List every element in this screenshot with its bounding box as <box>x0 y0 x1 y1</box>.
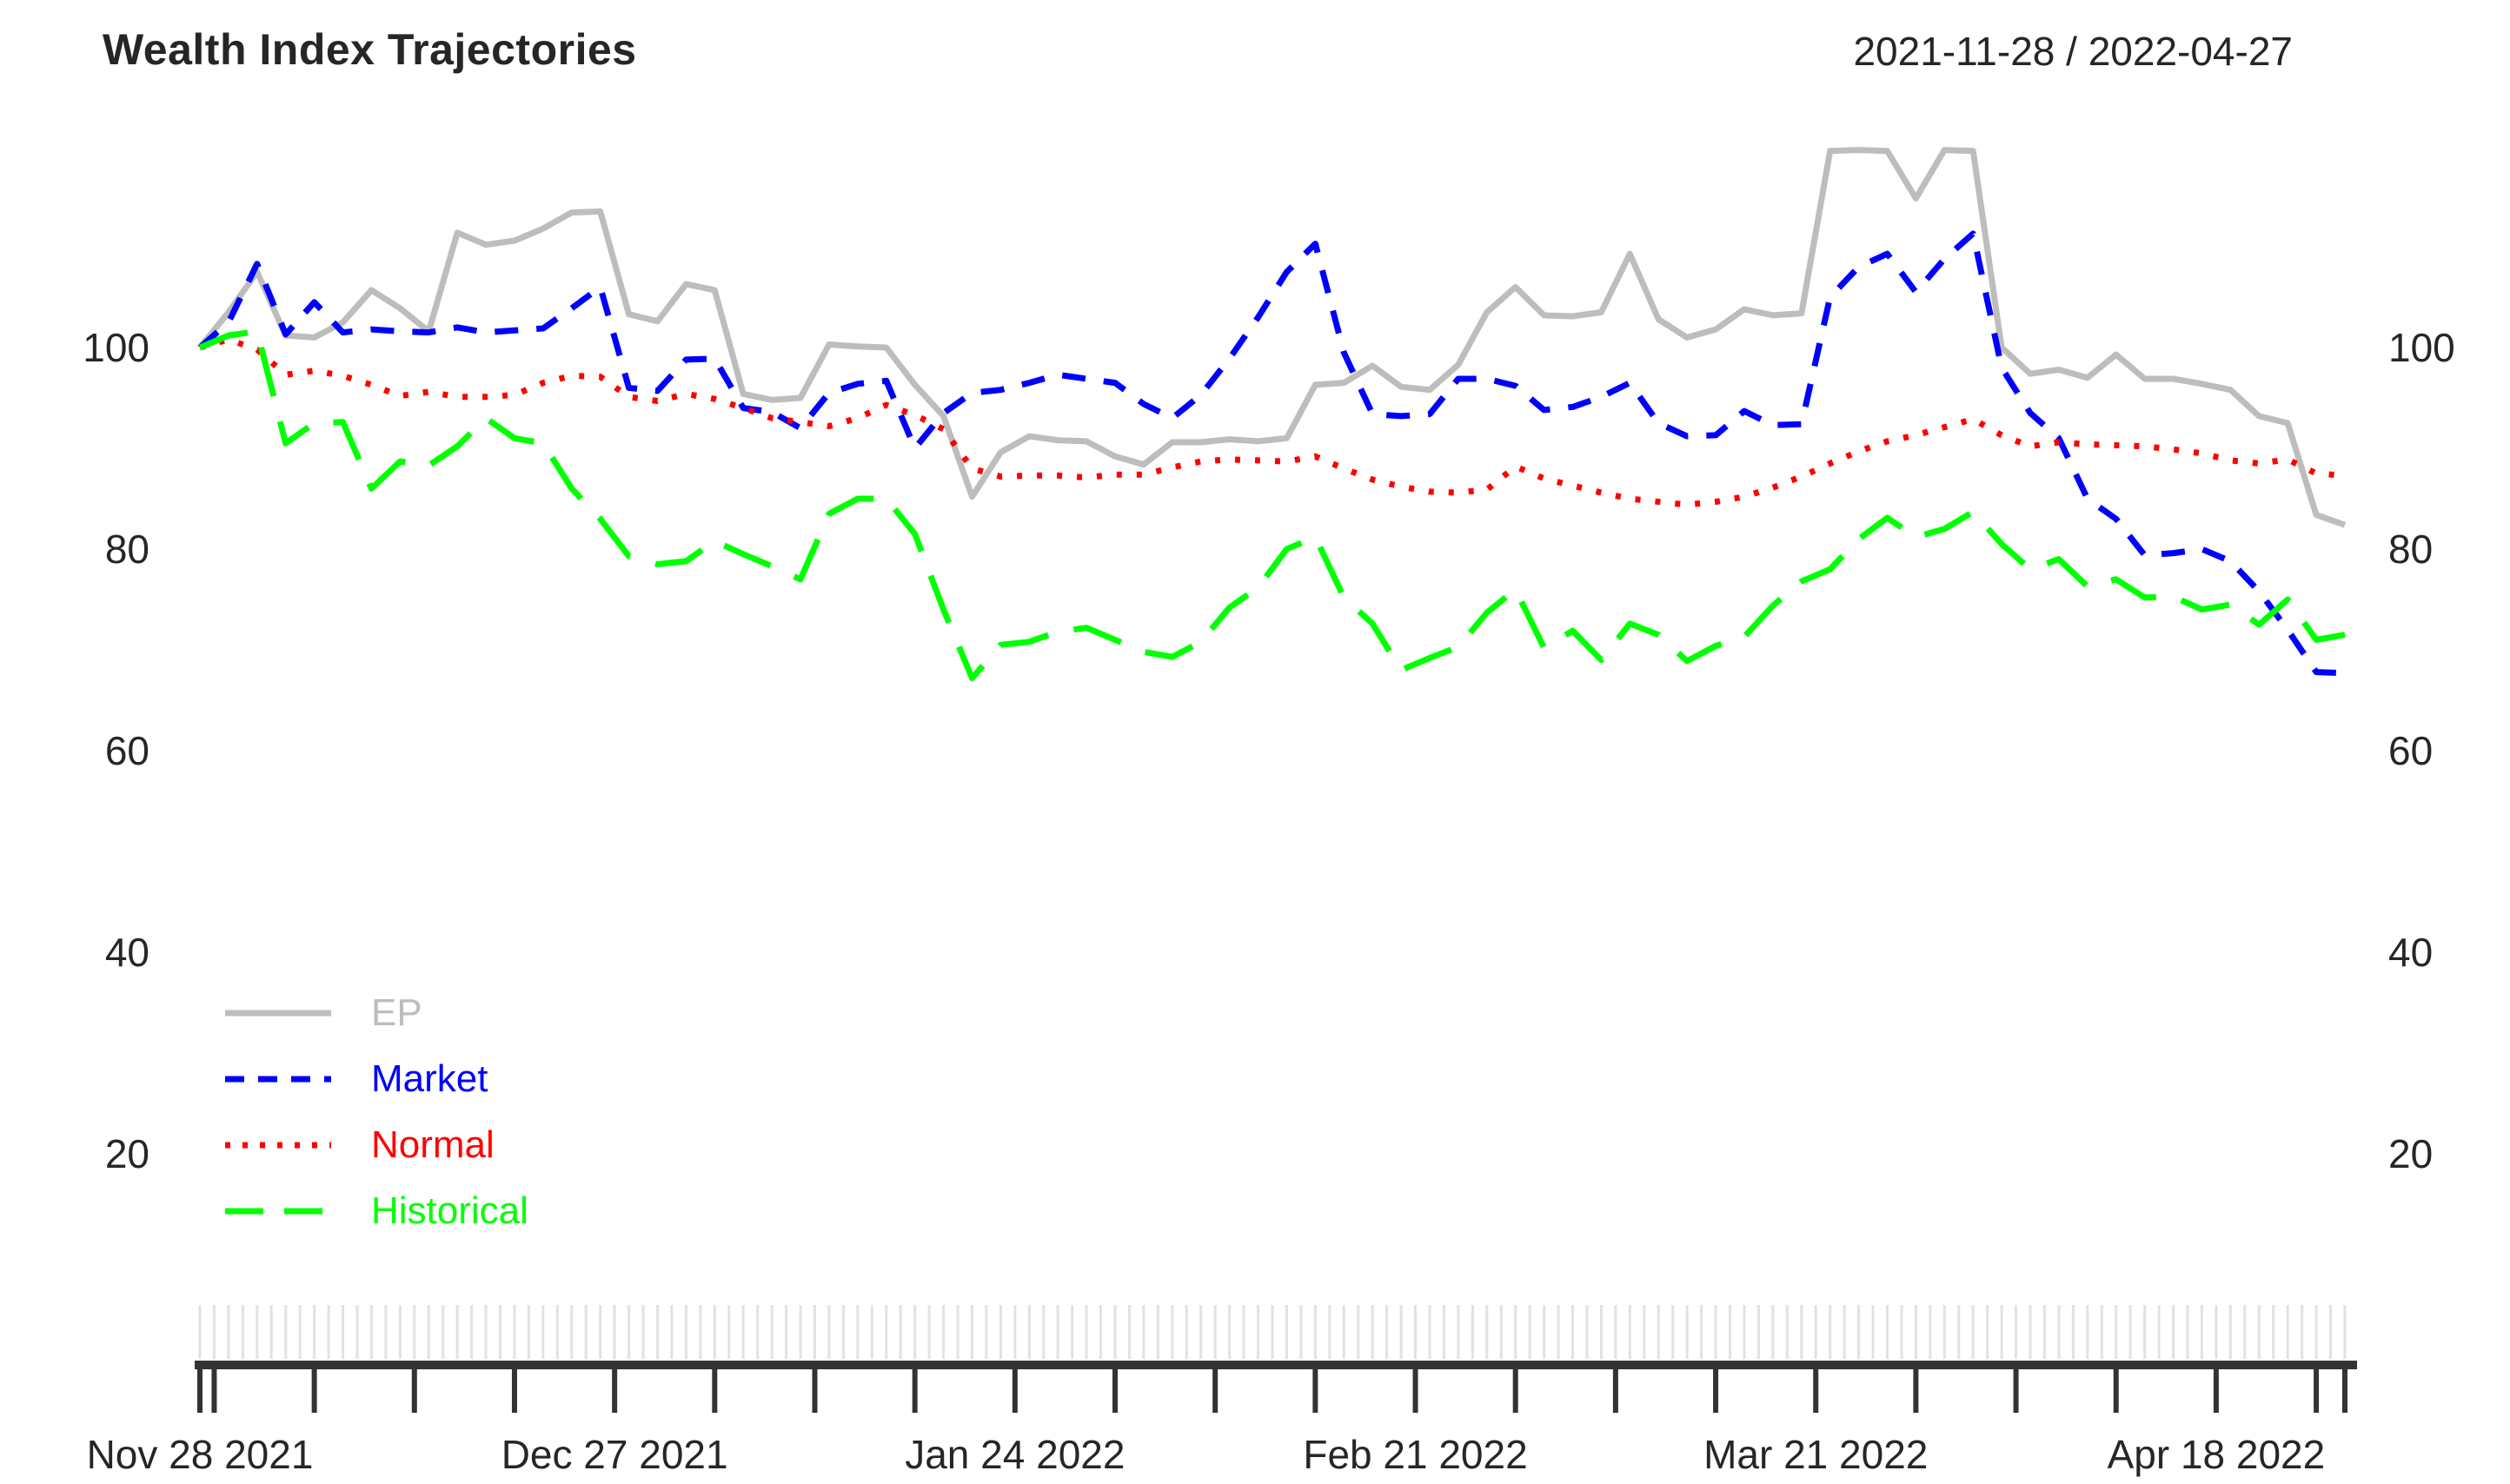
x-tick-label: Apr 18 2022 <box>2108 1432 2326 1477</box>
x-axis-minor-ticks <box>198 1305 2347 1359</box>
y-tick-label-left: 40 <box>105 930 149 975</box>
legend-label-ep: EP <box>371 991 422 1034</box>
chart-title: Wealth Index Trajectories <box>103 25 637 74</box>
legend: EP Market Normal Historical <box>222 986 528 1238</box>
y-tick-label-right: 80 <box>2388 527 2433 572</box>
series-line-ep <box>197 147 2347 528</box>
x-tick-label: Dec 27 2021 <box>501 1432 728 1477</box>
axis-bar <box>195 1361 2357 1369</box>
y-axis-labels-left: 20 40 60 80 100 <box>83 325 149 1176</box>
x-tick-label: Feb 21 2022 <box>1303 1432 1527 1477</box>
x-tick-label: Mar 21 2022 <box>1703 1432 1928 1477</box>
x-axis-line <box>195 1361 2357 1369</box>
series-line-historical <box>198 328 2346 681</box>
legend-line-sample-market <box>225 1076 331 1083</box>
legend-label-normal: Normal <box>371 1123 495 1166</box>
x-tick-label: Nov 28 2021 <box>87 1432 314 1477</box>
series-lines <box>197 147 2347 681</box>
y-tick-label-left: 20 <box>105 1131 149 1176</box>
x-axis-tick-labels: Nov 28 2021 Dec 27 2021 Jan 24 2022 Feb 21 … <box>87 1432 2326 1477</box>
y-tick-label-right: 100 <box>2388 325 2455 370</box>
legend-item-market: Market <box>222 1052 528 1106</box>
legend-label-historical: Historical <box>371 1189 528 1232</box>
legend-label-market: Market <box>371 1057 488 1100</box>
y-tick-label-right: 20 <box>2388 1131 2433 1176</box>
legend-line-sample-ep <box>225 1010 331 1017</box>
legend-item-ep: EP <box>222 986 528 1040</box>
y-axis-labels-right: 20 40 60 80 100 <box>2388 325 2455 1176</box>
y-tick-label-left: 80 <box>105 527 149 572</box>
y-tick-label-left: 60 <box>105 728 149 773</box>
legend-line-sample-historical <box>225 1208 331 1215</box>
x-tick-label: Jan 24 2022 <box>905 1432 1125 1477</box>
legend-item-normal: Normal <box>222 1118 528 1172</box>
y-tick-label-right: 40 <box>2388 930 2433 975</box>
x-axis-major-ticks <box>197 1369 2347 1413</box>
chart-date-range: 2021-11-28 / 2022-04-27 <box>1853 29 2293 74</box>
legend-item-historical: Historical <box>222 1184 528 1238</box>
y-tick-label-right: 60 <box>2388 728 2433 773</box>
y-tick-label-left: 100 <box>83 325 149 370</box>
legend-line-sample-normal <box>225 1142 331 1149</box>
series-line-market <box>197 230 2346 677</box>
